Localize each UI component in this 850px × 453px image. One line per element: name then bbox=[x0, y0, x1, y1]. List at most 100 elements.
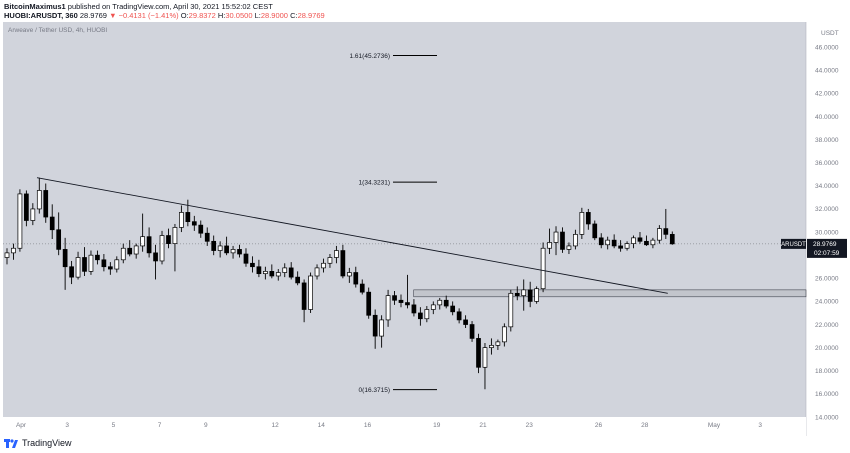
candle-body bbox=[346, 272, 352, 277]
symbol-label: HUOBI:ARUSDT, 360 bbox=[4, 11, 78, 20]
candle-body bbox=[359, 283, 365, 293]
candle-body bbox=[598, 237, 604, 246]
price-axis bbox=[806, 22, 850, 436]
support-zone bbox=[413, 289, 807, 298]
y-tick-label: 38.0000 bbox=[815, 137, 839, 144]
candle-body bbox=[120, 247, 126, 261]
candle-body bbox=[204, 232, 210, 242]
last-price-value: 28.9769 bbox=[813, 241, 837, 248]
candle-body bbox=[437, 299, 443, 306]
candle-body bbox=[663, 228, 669, 235]
x-tick-label: 26 bbox=[595, 422, 603, 429]
fib-level-label: 0(16.3715) bbox=[359, 387, 390, 394]
candle-body bbox=[366, 291, 372, 316]
y-tick-label: 16.0000 bbox=[815, 391, 839, 398]
candle-body bbox=[631, 237, 636, 244]
y-tick-label: 14.0000 bbox=[815, 414, 839, 421]
candle-body bbox=[301, 282, 307, 310]
candle-body bbox=[295, 276, 301, 284]
candle-body bbox=[314, 267, 320, 277]
high-label: H: bbox=[217, 11, 226, 20]
candle-body bbox=[618, 245, 623, 249]
open-value: 29.8372 bbox=[188, 11, 216, 20]
candle-body bbox=[392, 295, 397, 301]
candle-body bbox=[82, 257, 87, 272]
candle-body bbox=[560, 231, 565, 250]
candle-body bbox=[217, 245, 223, 251]
price-axis-unit: USDT bbox=[821, 30, 839, 37]
candle-body bbox=[418, 312, 423, 320]
candle-body bbox=[243, 253, 249, 264]
candle-body bbox=[553, 231, 559, 243]
candle-body bbox=[579, 212, 585, 235]
candle-body bbox=[353, 272, 359, 285]
candle-body bbox=[547, 242, 552, 249]
fib-level-label: 1.61(45.2736) bbox=[350, 53, 390, 60]
candle-body bbox=[114, 259, 120, 270]
candle-body bbox=[263, 271, 268, 275]
plot-area bbox=[3, 22, 806, 417]
candle-body bbox=[269, 271, 275, 277]
open-label: O: bbox=[180, 11, 189, 20]
candle-body bbox=[573, 234, 578, 247]
tradingview-logo[interactable]: TradingView bbox=[4, 438, 72, 448]
tradingview-logo-icon bbox=[4, 438, 18, 448]
candle-body bbox=[153, 252, 158, 262]
x-tick-label: May bbox=[708, 422, 721, 429]
y-tick-label: 44.0000 bbox=[815, 68, 839, 75]
tradingview-brand: TradingView bbox=[22, 438, 72, 448]
candle-body bbox=[527, 289, 533, 302]
candle-body bbox=[69, 266, 74, 278]
y-tick-label: 30.0000 bbox=[815, 229, 839, 236]
x-tick-label: 5 bbox=[112, 422, 116, 429]
x-tick-label: 21 bbox=[479, 422, 487, 429]
last-price-tag bbox=[807, 238, 847, 258]
candle-body bbox=[611, 239, 617, 247]
candle-body bbox=[308, 275, 313, 310]
candle-body bbox=[17, 193, 23, 249]
candle-body bbox=[605, 239, 611, 246]
candle-body bbox=[585, 212, 591, 225]
candle-body bbox=[650, 239, 656, 246]
candle-body bbox=[185, 212, 191, 223]
candle-body bbox=[211, 240, 217, 251]
x-tick-label: 16 bbox=[364, 422, 372, 429]
candle-body bbox=[644, 240, 649, 246]
candle-body bbox=[4, 252, 10, 258]
candle-body bbox=[411, 304, 417, 314]
candle-body bbox=[540, 247, 546, 290]
candle-body bbox=[95, 254, 100, 261]
candle-body bbox=[456, 311, 462, 321]
candle-body bbox=[398, 299, 404, 303]
candle-body bbox=[36, 190, 42, 210]
candle-body bbox=[275, 272, 281, 277]
candle-body bbox=[327, 257, 333, 264]
candle-body bbox=[385, 295, 391, 321]
x-tick-label: 9 bbox=[204, 422, 208, 429]
candle-body bbox=[88, 254, 94, 272]
candle-body bbox=[443, 299, 449, 307]
price-chart[interactable]: Arweave / Tether USD, 4h, HUOBI USDT 14.00… bbox=[0, 22, 850, 436]
candle-body bbox=[62, 249, 68, 268]
candle-body bbox=[43, 190, 49, 218]
y-tick-label: 24.0000 bbox=[815, 299, 839, 306]
candle-body bbox=[237, 249, 242, 255]
candle-body bbox=[146, 236, 152, 254]
close-label: C: bbox=[290, 11, 298, 20]
candle-body bbox=[282, 267, 288, 273]
fib-level-label: 1(34.3231) bbox=[359, 179, 390, 186]
candle-body bbox=[49, 216, 55, 231]
x-tick-label: 19 bbox=[433, 422, 441, 429]
candle-body bbox=[495, 341, 501, 346]
candle-body bbox=[514, 292, 520, 296]
candle-body bbox=[340, 250, 346, 277]
y-tick-label: 40.0000 bbox=[815, 114, 839, 121]
publisher-line: BitcoinMaximus1 published on TradingView… bbox=[4, 2, 273, 11]
author-name[interactable]: BitcoinMaximus1 bbox=[4, 2, 66, 11]
y-tick-label: 34.0000 bbox=[815, 183, 839, 190]
candle-body bbox=[288, 267, 294, 278]
candle-body bbox=[75, 257, 81, 278]
x-tick-label: 12 bbox=[271, 422, 279, 429]
candle-body bbox=[508, 292, 514, 328]
candle-body bbox=[430, 304, 436, 310]
